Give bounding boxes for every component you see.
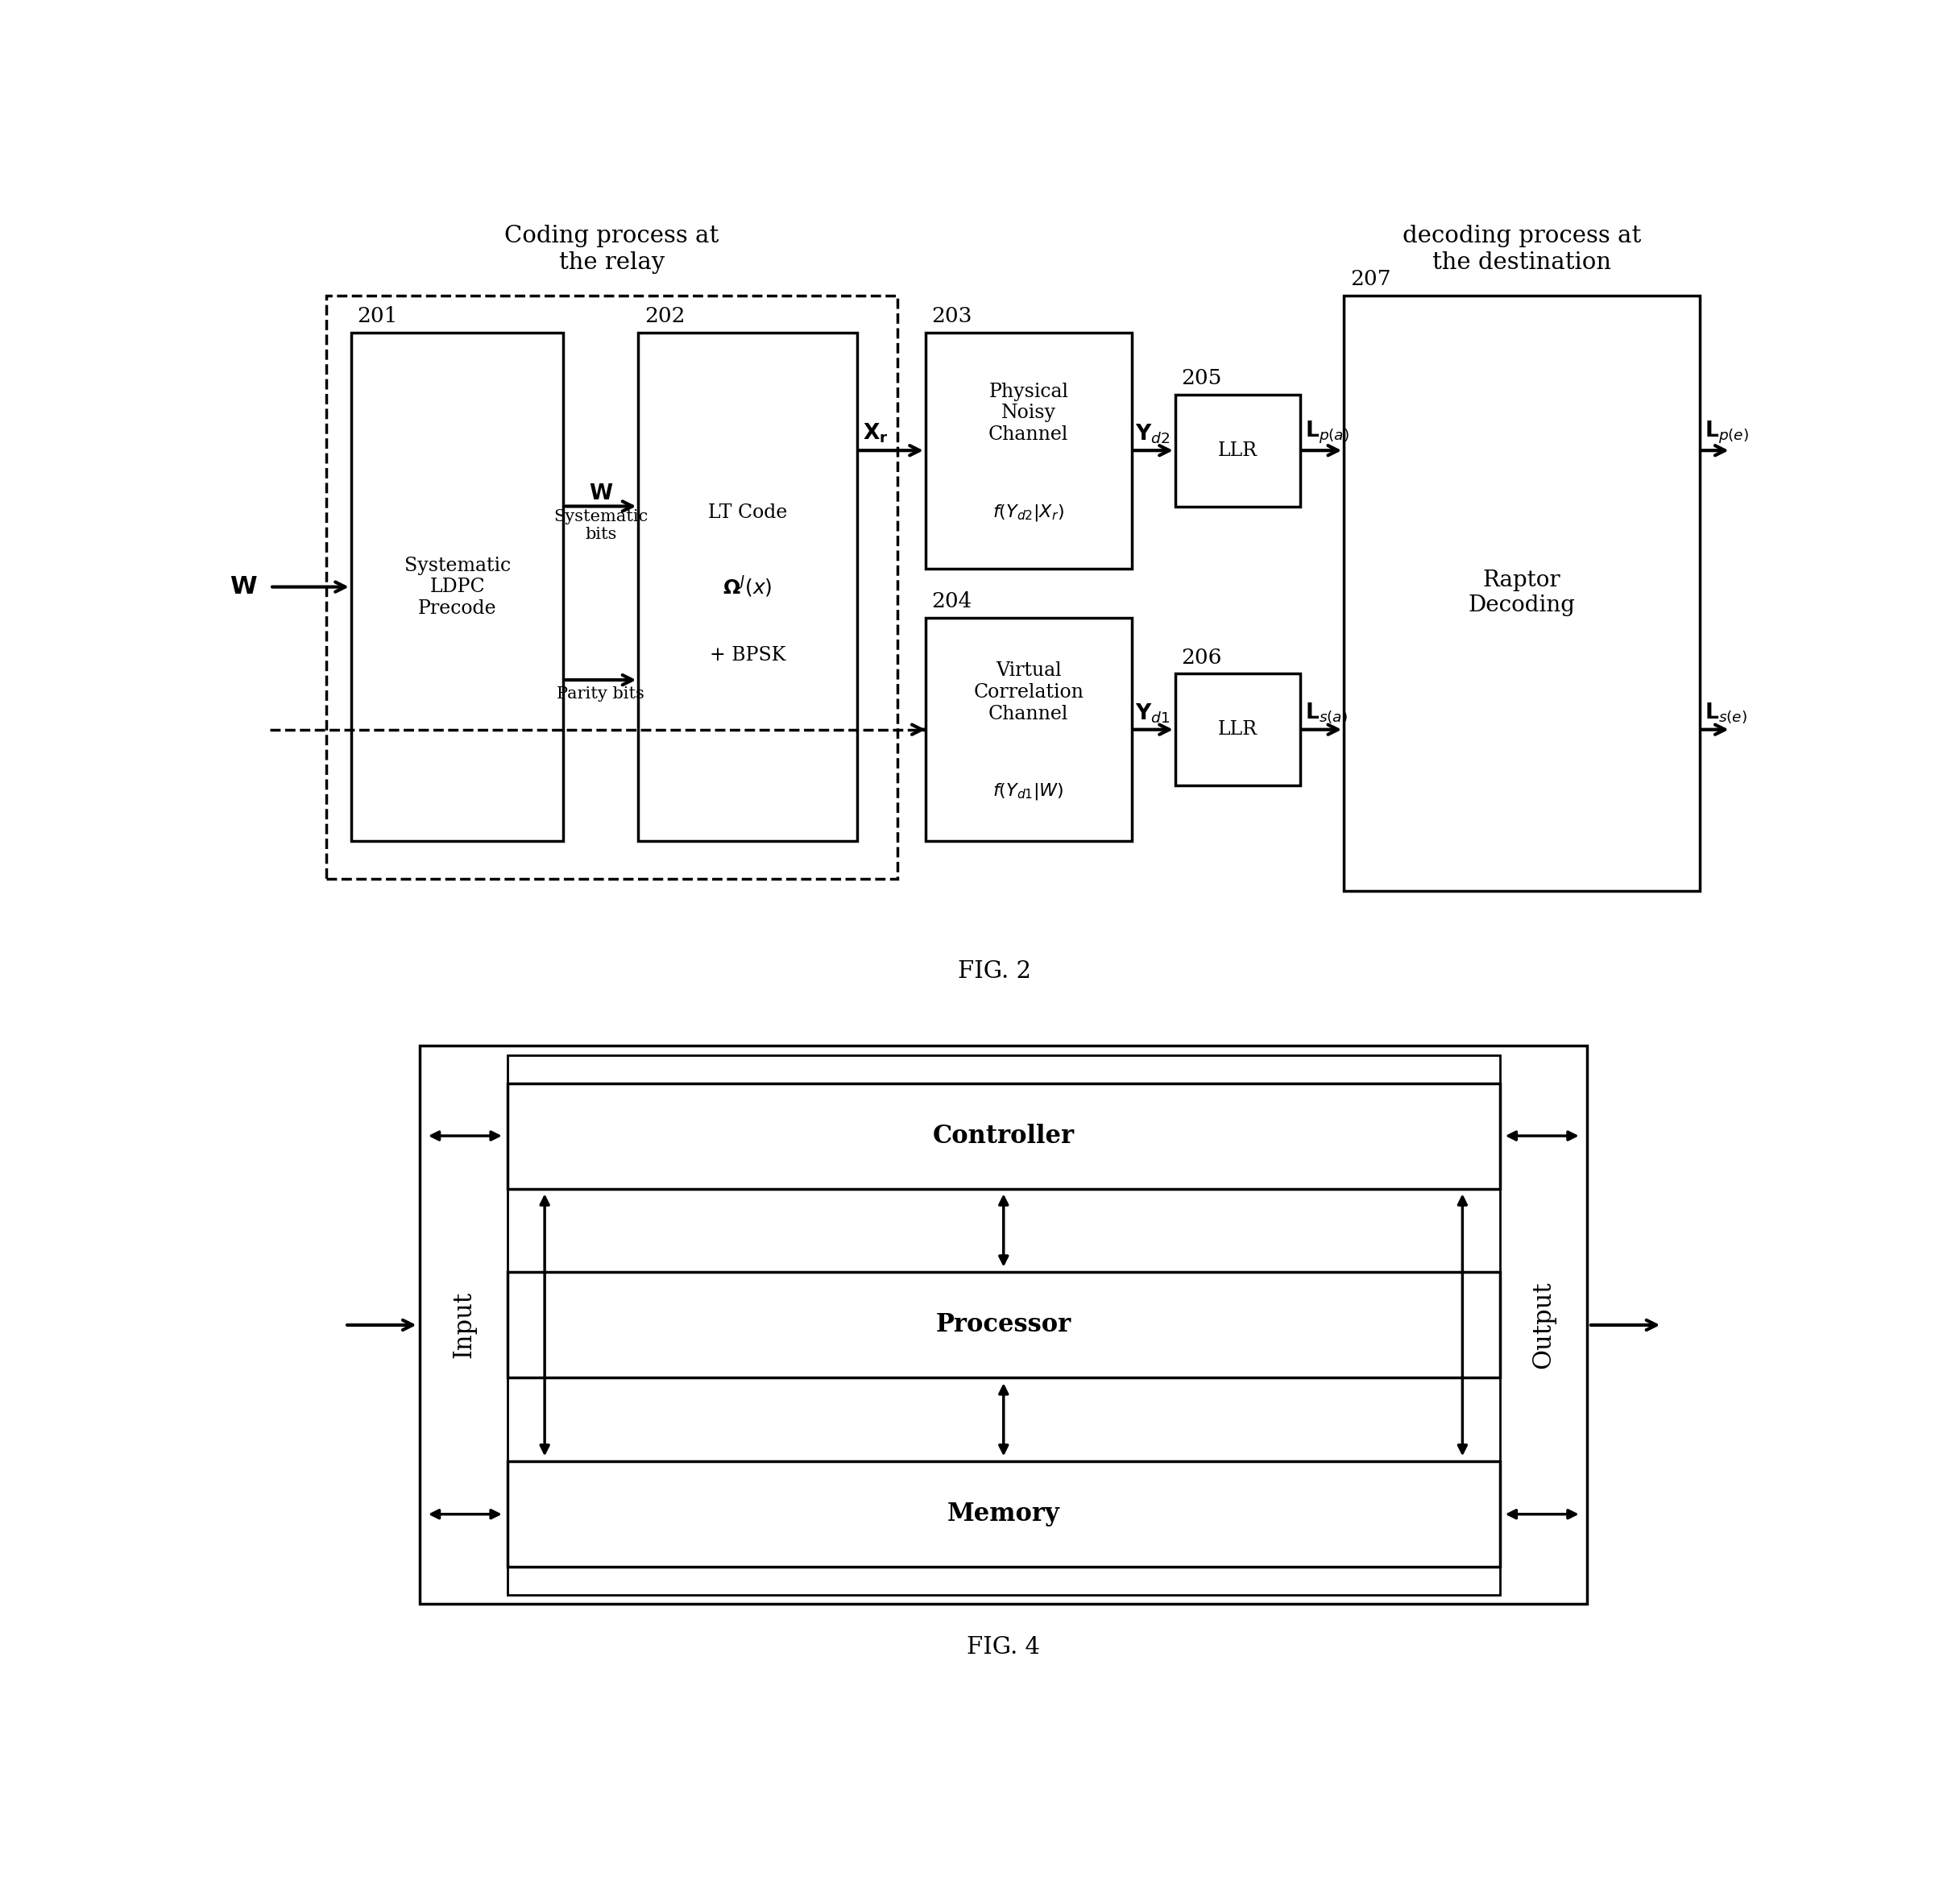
Bar (508, 1461, 1499, 1567)
Text: Input: Input (451, 1291, 476, 1359)
Bar (508, 1272, 1499, 1378)
Text: Processor: Processor (935, 1312, 1072, 1338)
Bar (639, 333, 857, 840)
Bar (508, 1054, 1499, 1594)
Text: Systematic
bits: Systematic bits (553, 509, 649, 543)
Text: $\mathbf{Y}_{d2}$: $\mathbf{Y}_{d2}$ (1135, 422, 1170, 445)
Text: Raptor
Decoding: Raptor Decoding (1468, 570, 1576, 617)
Text: Output: Output (1531, 1282, 1556, 1369)
Bar (325, 295, 898, 878)
Text: Physical
Noisy
Channel: Physical Noisy Channel (988, 382, 1068, 445)
Text: $\mathbf{X_r}$: $\mathbf{X_r}$ (862, 422, 888, 445)
Text: Systematic
LDPC
Precode: Systematic LDPC Precode (404, 557, 510, 617)
Bar (419, 1047, 1588, 1603)
Text: $\mathbf{\Omega}^J(x)$: $\mathbf{\Omega}^J(x)$ (723, 575, 772, 598)
Text: Controller: Controller (933, 1123, 1074, 1149)
Bar (1176, 674, 1299, 786)
Text: Parity bits: Parity bits (557, 685, 645, 702)
Bar (1176, 394, 1299, 505)
Text: FIG. 2: FIG. 2 (958, 960, 1031, 982)
Bar (925, 333, 1131, 568)
Text: Memory: Memory (947, 1501, 1060, 1526)
Text: Coding process at
the relay: Coding process at the relay (504, 225, 719, 274)
Text: LT Code: LT Code (708, 504, 788, 522)
Text: Virtual
Correlation
Channel: Virtual Correlation Channel (974, 663, 1084, 723)
Text: 207: 207 (1350, 269, 1392, 290)
Text: + BPSK: + BPSK (710, 646, 786, 664)
Text: 204: 204 (931, 593, 972, 611)
Text: FIG. 4: FIG. 4 (966, 1636, 1041, 1658)
Text: 205: 205 (1182, 369, 1223, 388)
Text: 202: 202 (645, 307, 686, 326)
Text: $\mathbf{W}$: $\mathbf{W}$ (229, 574, 257, 600)
Text: 206: 206 (1182, 647, 1223, 668)
Text: 203: 203 (931, 307, 972, 326)
Text: $\mathbf{L}_{s(e)}$: $\mathbf{L}_{s(e)}$ (1705, 700, 1746, 725)
Text: decoding process at
the destination: decoding process at the destination (1403, 225, 1641, 274)
Bar (925, 617, 1131, 840)
Text: 201: 201 (357, 307, 398, 326)
Text: LLR: LLR (1217, 441, 1258, 460)
Bar (508, 1083, 1499, 1189)
Text: LLR: LLR (1217, 721, 1258, 738)
Text: $\mathbf{L}_{s(a)}$: $\mathbf{L}_{s(a)}$ (1305, 700, 1348, 725)
Text: $\mathbf{Y}_{d1}$: $\mathbf{Y}_{d1}$ (1135, 702, 1170, 725)
Bar (1345, 295, 1699, 892)
Text: $\mathbf{W}$: $\mathbf{W}$ (588, 483, 613, 504)
Text: $\mathbf{L}_{p(a)}$: $\mathbf{L}_{p(a)}$ (1305, 420, 1348, 445)
Bar (351, 333, 563, 840)
Text: $f(Y_{d1}|W)$: $f(Y_{d1}|W)$ (994, 782, 1064, 801)
Text: $f(Y_{d2}|X_r)$: $f(Y_{d2}|X_r)$ (992, 502, 1064, 522)
Text: $\mathbf{L}_{p(e)}$: $\mathbf{L}_{p(e)}$ (1705, 420, 1748, 445)
